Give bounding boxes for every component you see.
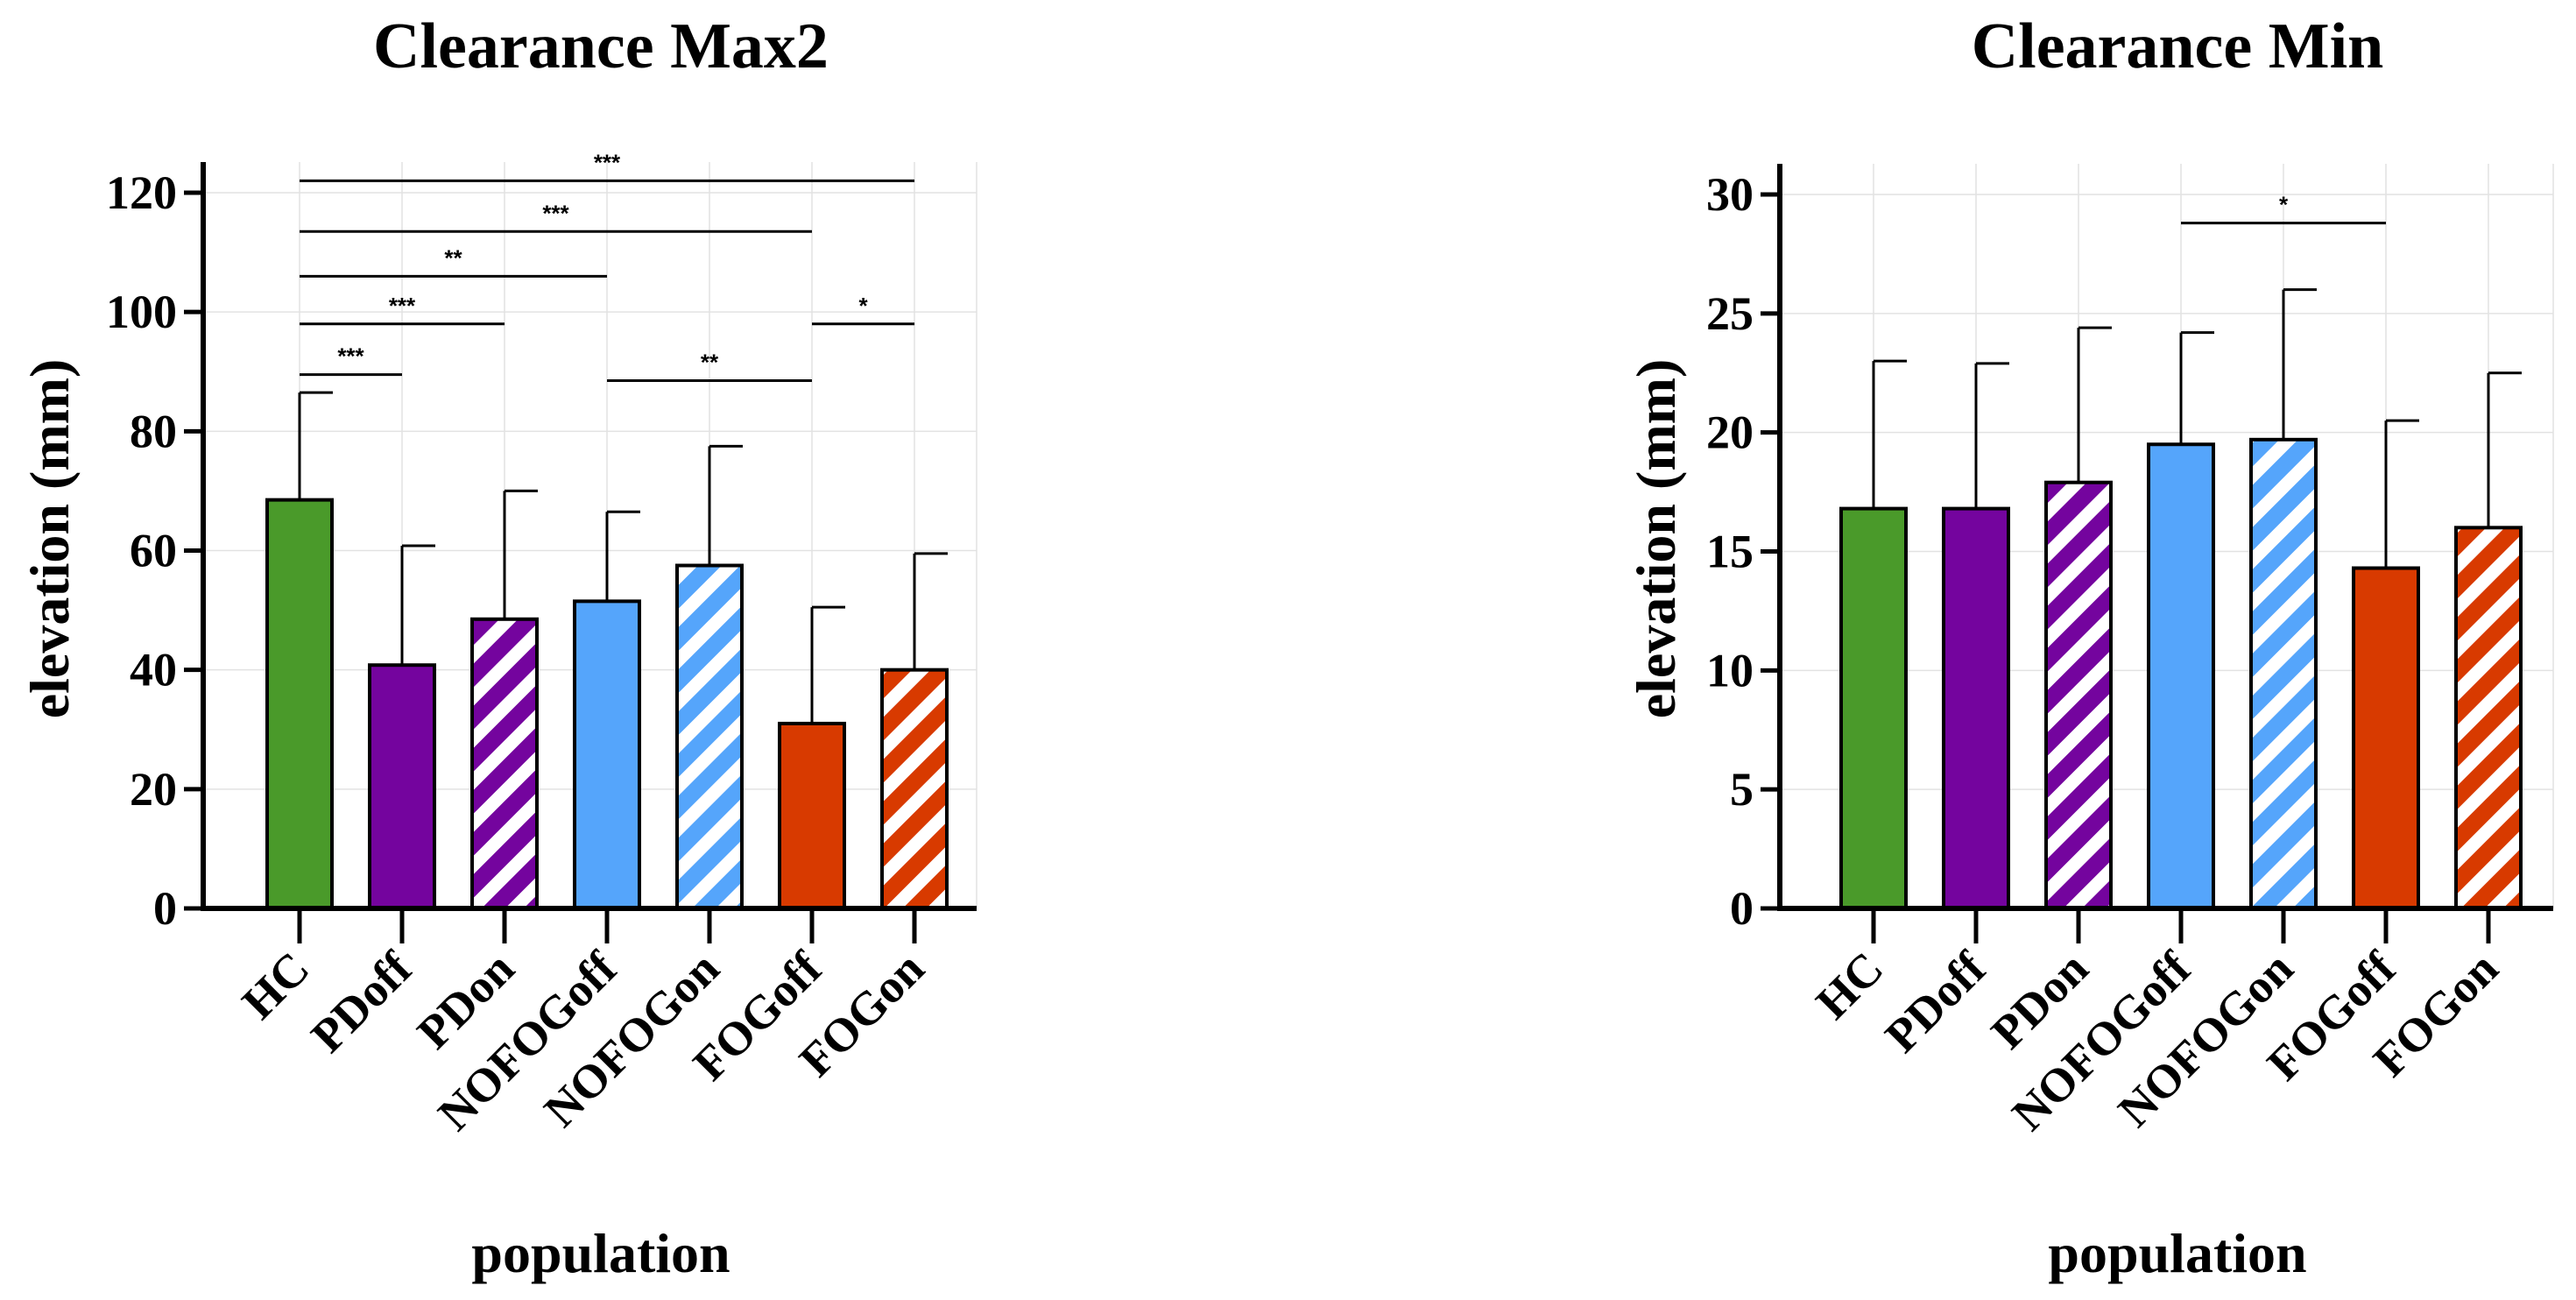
bar-pdoff <box>1942 506 2010 910</box>
y-tick-label: 100 <box>106 286 177 338</box>
x-tick-label-pdoff: PDoff <box>301 941 423 1063</box>
bar-pdon <box>2044 480 2113 910</box>
significance-label: *** <box>337 343 364 370</box>
bar-fogoff <box>2352 566 2420 910</box>
significance-label: * <box>858 293 868 319</box>
chart-clearance-max2: Clearance Max2 elevation (mm) population… <box>18 11 977 1284</box>
bars <box>1839 288 2523 911</box>
significance-label: * <box>2279 192 2289 218</box>
bar-pdoff <box>368 663 436 910</box>
chart-clearance-min: Clearance Min elevation (mm) population … <box>1625 11 2554 1284</box>
significance-label: *** <box>594 149 621 175</box>
y-axis-label: elevation (mm) <box>18 359 81 719</box>
x-axis-label: population <box>471 1222 730 1284</box>
bar-hc <box>1839 506 1908 910</box>
axes: 051015202530HCPDoffPDonNOFOGoffNOFOGonFO… <box>1706 164 2553 1141</box>
bar-nofogon <box>2249 437 2318 911</box>
y-tick-label: 80 <box>130 405 177 457</box>
y-tick-label: 30 <box>1706 168 1754 221</box>
x-tick-label-pdoff: PDoff <box>1875 941 1997 1063</box>
y-tick-label: 10 <box>1706 644 1754 696</box>
x-axis-label: population <box>2048 1222 2306 1284</box>
y-axis-label: elevation (mm) <box>1625 359 1687 719</box>
significance-label: *** <box>542 200 569 226</box>
y-tick-label: 20 <box>1706 406 1754 459</box>
bar-nofogon <box>675 563 744 910</box>
bar-fogon <box>880 668 949 911</box>
y-tick-label: 25 <box>1706 287 1754 340</box>
significance-brackets: *********** **** ** <box>300 149 914 382</box>
significance-label: *** <box>389 293 416 319</box>
y-tick-label: 60 <box>130 525 177 577</box>
bar-hc <box>265 498 334 910</box>
significance-label: ** <box>444 244 462 271</box>
bars <box>265 391 949 911</box>
bar-nofogoff <box>2147 442 2215 910</box>
x-tick-label-hc: HC <box>1806 942 1894 1029</box>
bar-fogon <box>2454 526 2523 910</box>
x-tick-label-hc: HC <box>232 942 320 1029</box>
chart-title: Clearance Min <box>1972 11 2384 82</box>
significance-brackets: * <box>2181 192 2386 225</box>
axes: 020406080100120HCPDoffPDonNOFOGoffNOFOGo… <box>106 162 977 1141</box>
y-tick-label: 120 <box>106 166 177 219</box>
chart-title: Clearance Max2 <box>373 11 829 82</box>
y-tick-label: 0 <box>1730 882 1754 935</box>
significance-label: ** <box>701 349 719 375</box>
bar-fogoff <box>778 721 846 910</box>
y-tick-label: 5 <box>1730 763 1754 816</box>
bar-nofogoff <box>573 599 641 911</box>
y-tick-label: 20 <box>130 763 177 816</box>
y-tick-label: 15 <box>1706 526 1754 578</box>
bar-pdon <box>470 617 539 910</box>
y-tick-label: 40 <box>130 644 177 696</box>
y-tick-label: 0 <box>153 882 177 935</box>
